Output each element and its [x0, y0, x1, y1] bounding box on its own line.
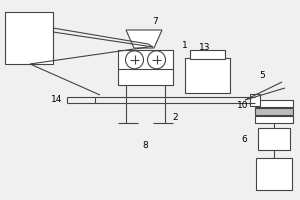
- Bar: [5, 12, 53, 64]
- Bar: [255, 108, 293, 115]
- Text: 7: 7: [152, 18, 158, 26]
- Text: 14: 14: [51, 96, 63, 104]
- Text: 13: 13: [199, 43, 211, 51]
- Polygon shape: [126, 30, 162, 48]
- Text: 5: 5: [259, 71, 265, 79]
- Bar: [258, 128, 290, 150]
- Bar: [255, 100, 293, 107]
- Text: 2: 2: [172, 114, 178, 122]
- Bar: [255, 116, 293, 123]
- Bar: [256, 158, 292, 190]
- Text: 8: 8: [142, 140, 148, 150]
- Bar: [118, 50, 173, 85]
- Text: 10: 10: [237, 100, 249, 110]
- Text: 6: 6: [241, 136, 247, 144]
- Bar: [190, 50, 225, 59]
- Text: 1: 1: [182, 40, 188, 49]
- Bar: [185, 58, 230, 93]
- Bar: [250, 94, 260, 106]
